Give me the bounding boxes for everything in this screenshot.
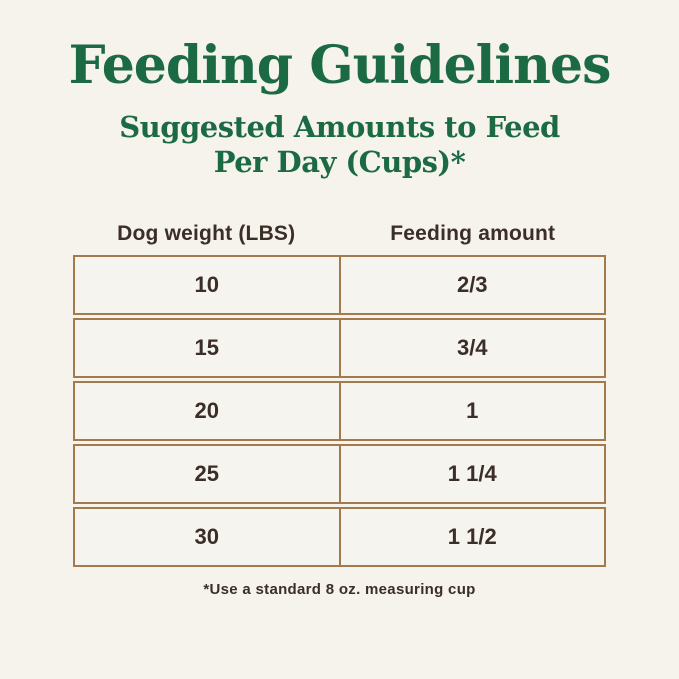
measuring-cup-footnote: *Use a standard 8 oz. measuring cup: [203, 581, 476, 598]
amount-cell: 3/4: [338, 320, 605, 376]
table-header-row: Dog weight (LBS) Feeding amount: [73, 222, 606, 246]
weight-cell: 25: [194, 461, 219, 486]
table-row: 30 1 1/2: [73, 507, 606, 567]
table-row: 15 3/4: [73, 318, 606, 378]
amount-cell: 1 1/2: [338, 509, 605, 565]
weight-cell: 30: [194, 524, 219, 549]
amount-cell: 1 1/4: [338, 446, 605, 502]
weight-cell: 20: [194, 398, 219, 423]
amount-cell: 1: [338, 383, 605, 439]
page-subtitle: Suggested Amounts to Feed Per Day (Cups)…: [0, 110, 679, 180]
column-header-dog-weight: Dog weight (LBS): [117, 222, 296, 245]
column-header-feeding-amount: Feeding amount: [390, 222, 556, 245]
feeding-table: Dog weight (LBS) Feeding amount 10 2/3 1…: [73, 222, 606, 567]
amount-cell: 2/3: [338, 257, 605, 313]
subtitle-line-1: Suggested Amounts to Feed: [119, 110, 560, 144]
weight-cell: 15: [194, 335, 219, 360]
table-row: 10 2/3: [73, 255, 606, 315]
table-row: 25 1 1/4: [73, 444, 606, 504]
weight-cell: 10: [194, 272, 219, 297]
table-row: 20 1: [73, 381, 606, 441]
subtitle-line-2: Per Day (Cups)*: [213, 145, 466, 179]
page-title: Feeding Guidelines: [68, 35, 612, 96]
